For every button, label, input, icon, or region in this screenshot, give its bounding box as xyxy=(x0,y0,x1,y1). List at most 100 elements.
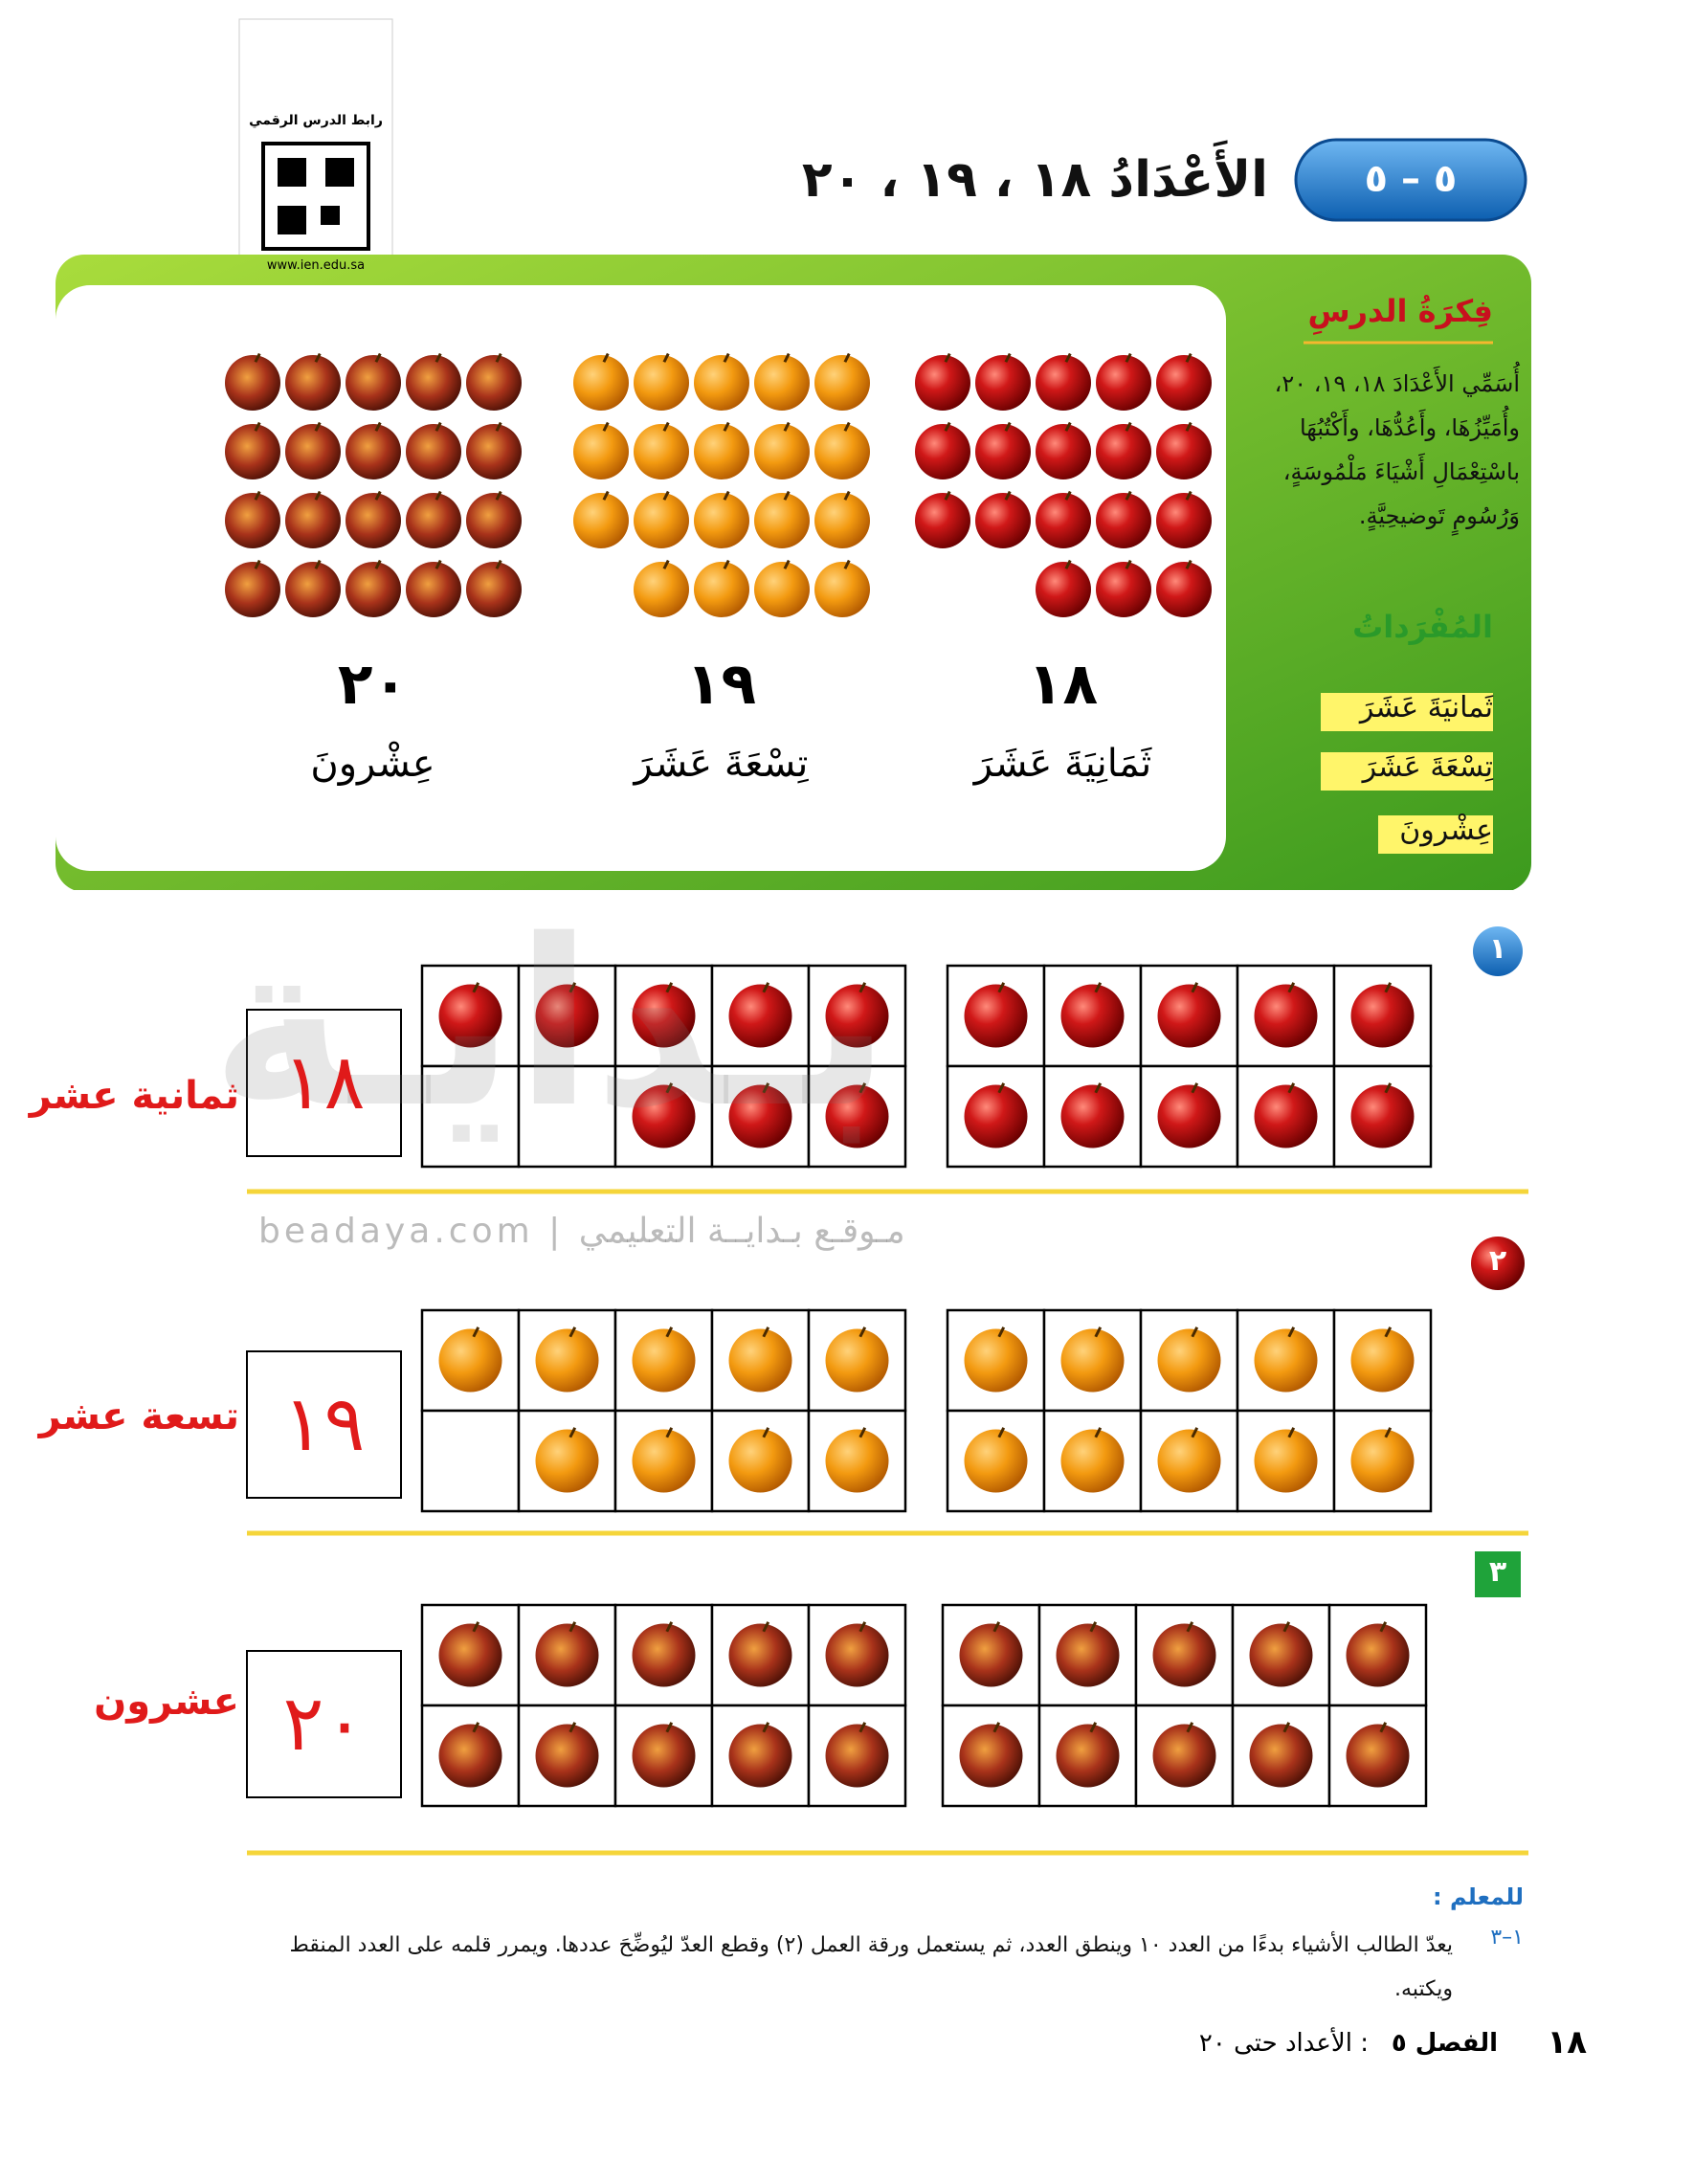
fruit xyxy=(964,1429,1028,1493)
fruit xyxy=(814,355,870,411)
fruit-stem xyxy=(1384,1427,1393,1438)
fruit-stem xyxy=(665,1326,674,1338)
fruit-stem xyxy=(723,490,730,501)
fruit xyxy=(754,562,810,617)
fruit-stem xyxy=(992,1621,1001,1633)
fruit xyxy=(1036,424,1091,479)
fruit xyxy=(1346,1724,1410,1788)
fruit xyxy=(825,1084,889,1148)
fruit xyxy=(345,424,401,479)
fruit-stem xyxy=(783,421,791,432)
fruit xyxy=(634,562,689,617)
fruit xyxy=(1152,1724,1216,1788)
frame-cell xyxy=(517,1064,617,1169)
exercise-marker-bg xyxy=(1475,1551,1521,1597)
fruit-stem xyxy=(254,559,261,569)
fruit xyxy=(1157,1328,1221,1393)
vocab-item: تِسْعَةَ عَشَرَ xyxy=(1362,750,1493,784)
fruit xyxy=(728,1724,792,1788)
fruit-stem xyxy=(1004,490,1012,501)
fruit xyxy=(964,984,1028,1048)
vocab-highlight xyxy=(1321,693,1493,731)
fruit-stem xyxy=(1186,1621,1194,1633)
fruit-stem xyxy=(1282,1722,1291,1733)
fruit-stem xyxy=(374,490,382,501)
fruit xyxy=(728,984,792,1048)
fruit-stem xyxy=(602,490,610,501)
fruit-stem xyxy=(858,982,867,993)
fruit-stem xyxy=(472,1326,480,1338)
fruit xyxy=(1254,1084,1318,1148)
fruit xyxy=(285,493,341,548)
fruit-stem xyxy=(762,1326,770,1338)
fruit-stem xyxy=(783,490,791,501)
watermark-text: beadaya.com | مـوقـع بـدايــة التعليمي xyxy=(258,1212,905,1251)
fruit xyxy=(634,493,689,548)
fruit xyxy=(535,1429,599,1493)
chapter-title: : الأعداد حتى ٢٠ xyxy=(1198,2029,1369,2058)
idea-heading: فِكرَةُ الدرسِ xyxy=(1307,293,1493,329)
fruit xyxy=(814,493,870,548)
vocab-heading: المُفْرَداتُ xyxy=(1352,609,1493,645)
fruit xyxy=(466,562,522,617)
fruit-stem xyxy=(495,352,502,363)
fruit-stem xyxy=(843,490,851,501)
fruit-stem xyxy=(374,352,382,363)
fruit xyxy=(406,424,461,479)
fruit xyxy=(1156,355,1212,411)
fruit-stem xyxy=(435,421,442,432)
fruit-stem xyxy=(858,1621,867,1633)
digit-box xyxy=(246,1650,402,1798)
fruit xyxy=(825,1429,889,1493)
fruit-stem xyxy=(723,559,730,569)
fruit-stem xyxy=(665,1722,674,1733)
fruit xyxy=(1157,1084,1221,1148)
fruit xyxy=(959,1623,1023,1687)
vocab-highlight xyxy=(1321,752,1493,791)
qr-code xyxy=(278,158,306,187)
fruit xyxy=(1156,493,1212,548)
fruit-stem xyxy=(1384,1082,1393,1094)
fruit-stem xyxy=(254,490,261,501)
fruit xyxy=(825,984,889,1048)
fruit-stem xyxy=(783,559,791,569)
fruit xyxy=(1254,1429,1318,1493)
fruit-stem xyxy=(858,1427,867,1438)
lesson-badge xyxy=(1294,138,1527,222)
fruit xyxy=(438,984,502,1048)
fruit-stem xyxy=(843,559,851,569)
fruit-stem xyxy=(997,1326,1006,1338)
exercise-marker-bg xyxy=(1471,1237,1525,1290)
group-number: ١٨ xyxy=(1027,651,1099,718)
fruit-stem xyxy=(1125,352,1132,363)
fruit xyxy=(1060,1084,1125,1148)
watermark-logo: بـدايـة xyxy=(211,890,891,1158)
traced-digits: ١٩ xyxy=(282,1379,366,1468)
fruit xyxy=(1096,562,1151,617)
fruit-stem xyxy=(1287,982,1296,993)
fruit-stem xyxy=(1282,1621,1291,1633)
fruit xyxy=(406,355,461,411)
fruit xyxy=(754,355,810,411)
fruit-stem xyxy=(944,352,951,363)
fruit-stem xyxy=(997,982,1006,993)
fruit-stem xyxy=(1379,1722,1388,1733)
frame-cell xyxy=(1327,1603,1428,1707)
fruit-stem xyxy=(472,1722,480,1733)
fruit xyxy=(814,424,870,479)
fruit-stem xyxy=(1287,1427,1296,1438)
fruit xyxy=(1249,1724,1313,1788)
fruit-stem xyxy=(1125,559,1132,569)
fruit xyxy=(225,562,280,617)
fruit-stem xyxy=(997,1427,1006,1438)
fruit xyxy=(975,355,1031,411)
fruit xyxy=(634,355,689,411)
fruit xyxy=(1157,984,1221,1048)
fruit-stem xyxy=(568,1722,577,1733)
fruit xyxy=(535,1328,599,1393)
fruit-stem xyxy=(1191,982,1199,993)
fruit xyxy=(964,1084,1028,1148)
fruit-stem xyxy=(602,421,610,432)
group-word: عِشْرونَ xyxy=(310,742,435,786)
